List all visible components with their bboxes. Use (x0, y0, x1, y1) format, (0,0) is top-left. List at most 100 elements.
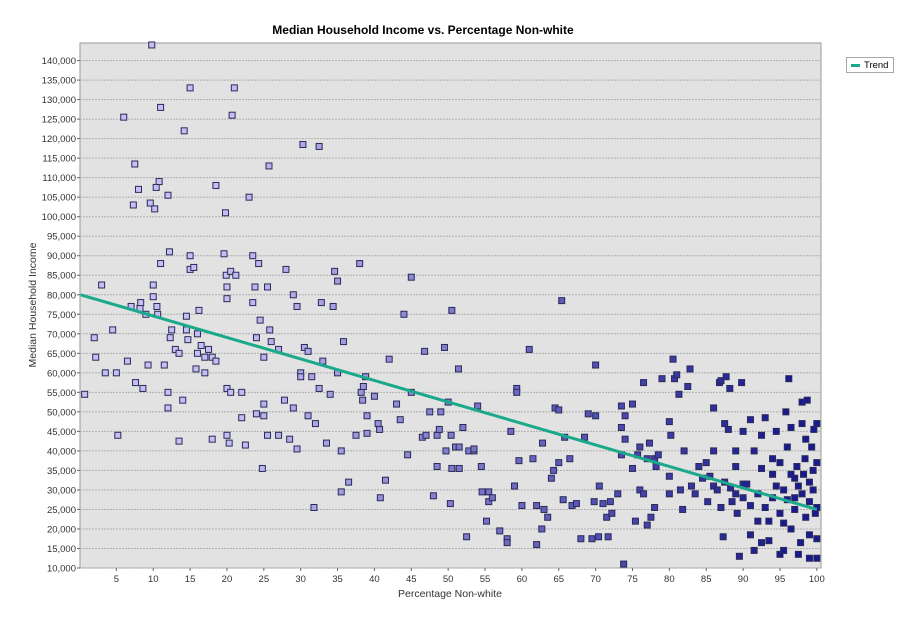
data-point (448, 306, 456, 314)
legend-trend-swatch (851, 63, 860, 67)
y-tick-label: 135,000 (42, 76, 76, 87)
x-tick-label: 65 (553, 574, 564, 585)
data-point (337, 488, 345, 496)
data-point (617, 402, 625, 410)
data-point (636, 486, 644, 494)
data-point (608, 509, 616, 517)
data-point (123, 357, 131, 365)
data-point (463, 533, 471, 541)
data-point (665, 472, 673, 480)
data-point (225, 439, 233, 447)
data-point (515, 457, 523, 465)
data-point (264, 283, 272, 291)
x-tick-label: 10 (148, 574, 159, 585)
data-point (761, 503, 769, 511)
y-tick-label: 75,000 (47, 310, 76, 321)
data-point (433, 463, 441, 471)
data-point (555, 459, 563, 467)
data-point (275, 431, 283, 439)
data-point (363, 429, 371, 437)
data-point (146, 199, 154, 207)
x-tick-label: 95 (775, 574, 786, 585)
data-point (808, 443, 816, 451)
data-point (260, 400, 268, 408)
data-point (352, 431, 360, 439)
data-point (376, 494, 384, 502)
data-point (813, 420, 821, 428)
data-point (308, 373, 316, 381)
data-point (280, 396, 288, 404)
data-point (222, 271, 230, 279)
data-point (802, 513, 810, 521)
y-tick-label: 45,000 (47, 427, 76, 438)
data-point (780, 546, 788, 554)
data-point (761, 414, 769, 422)
data-point (724, 425, 732, 433)
data-point (614, 490, 622, 498)
data-point (794, 482, 802, 490)
data-point (643, 521, 651, 529)
y-tick-label: 25,000 (47, 505, 76, 516)
data-point (719, 533, 727, 541)
data-point (139, 384, 147, 392)
data-point (776, 459, 784, 467)
chart-title: Median Household Income vs. Percentage N… (272, 23, 574, 37)
data-point (732, 447, 740, 455)
data-point (793, 463, 801, 471)
data-point (754, 517, 762, 525)
data-point (129, 201, 137, 209)
data-point (787, 470, 795, 478)
y-axis-ticks: 10,000 15,000 20,000 25,000 30,000 35,000 40,0… (42, 56, 80, 575)
data-point (559, 496, 567, 504)
data-point (101, 369, 109, 377)
y-tick-label: 35,000 (47, 466, 76, 477)
data-point (675, 390, 683, 398)
data-point (533, 502, 541, 510)
data-point (251, 283, 259, 291)
data-point (599, 500, 607, 508)
data-point (776, 550, 784, 558)
y-axis-label: Median Household Income (27, 242, 39, 367)
data-point (750, 447, 758, 455)
data-point (758, 464, 766, 472)
legend-trend-label: Trend (864, 59, 889, 71)
data-point (743, 480, 751, 488)
data-point (544, 513, 552, 521)
data-point (422, 431, 430, 439)
data-point (640, 490, 648, 498)
data-point (794, 550, 802, 558)
x-tick-label: 25 (259, 574, 270, 585)
data-point (813, 554, 821, 562)
data-point (540, 505, 548, 513)
data-point (446, 500, 454, 508)
x-tick-label: 30 (295, 574, 306, 585)
data-point (381, 476, 389, 484)
x-tick-label: 35 (332, 574, 343, 585)
data-point (356, 260, 364, 268)
data-point (695, 463, 703, 471)
data-point (421, 347, 429, 355)
data-point (454, 365, 462, 373)
data-point (357, 388, 365, 396)
data-point (459, 423, 467, 431)
data-point (621, 412, 629, 420)
data-point (645, 439, 653, 447)
x-tick-label: 75 (627, 574, 638, 585)
data-point (429, 492, 437, 500)
data-point (435, 425, 443, 433)
x-tick-label: 40 (369, 574, 380, 585)
data-point (538, 525, 546, 533)
data-point (232, 271, 240, 279)
data-point (109, 326, 117, 334)
data-point (783, 443, 791, 451)
data-point (205, 345, 213, 353)
data-point (293, 445, 301, 453)
data-point (92, 353, 100, 361)
data-point (120, 113, 128, 121)
data-point (249, 299, 257, 307)
data-point (581, 433, 589, 441)
data-point (289, 404, 297, 412)
trend-line (80, 293, 818, 511)
data-point (149, 281, 157, 289)
data-point (345, 478, 353, 486)
